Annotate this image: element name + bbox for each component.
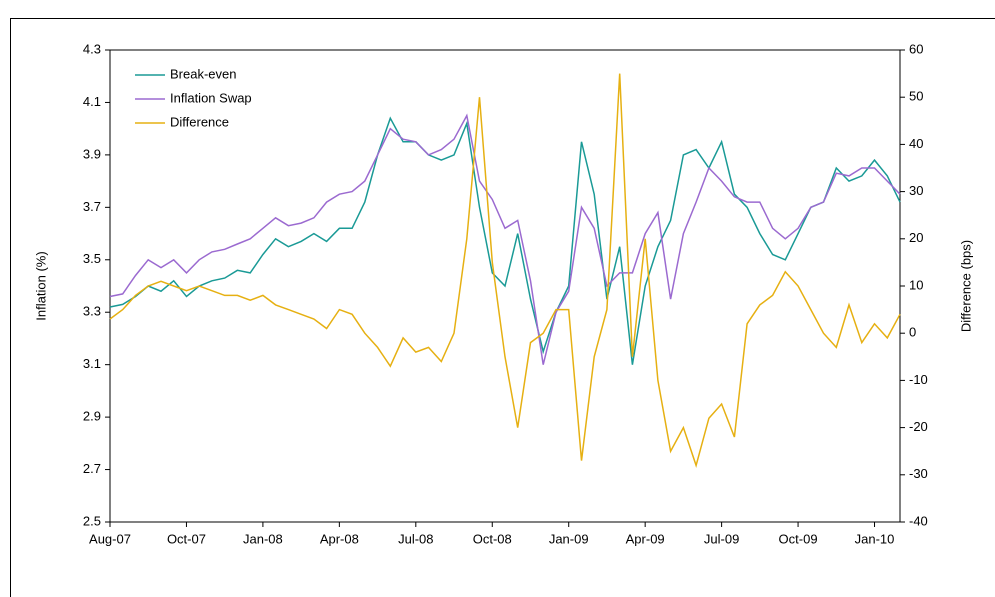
chart-frame: [10, 18, 995, 597]
x-tick-label: Oct-07: [167, 531, 206, 546]
legend-label: Inflation Swap: [170, 90, 252, 105]
y-tick-label: 3.1: [83, 356, 101, 371]
legend-label: Break-even: [170, 66, 236, 81]
y2-axis-label: Difference (bps): [958, 240, 973, 332]
y-tick-label: 4.3: [83, 41, 101, 56]
series-line: [109, 73, 901, 468]
y2-tick-label: 20: [909, 230, 923, 245]
y-tick-label: 4.1: [83, 94, 101, 109]
y2-tick-label: -40: [909, 513, 928, 528]
x-tick-label: Jul-09: [704, 531, 739, 546]
y2-tick-label: 40: [909, 136, 923, 151]
series-line: [109, 113, 901, 365]
legend-label: Difference: [170, 114, 229, 129]
y-tick-label: 3.7: [83, 199, 101, 214]
y-tick-label: 3.3: [83, 304, 101, 319]
x-tick-label: Apr-09: [626, 531, 665, 546]
y2-tick-label: 50: [909, 89, 923, 104]
y-axis-label: Inflation (%): [33, 251, 48, 320]
y-tick-label: 3.5: [83, 251, 101, 266]
x-tick-label: Jan-10: [855, 531, 895, 546]
series-line: [109, 116, 901, 365]
x-tick-label: Jan-08: [243, 531, 283, 546]
y2-tick-label: 60: [909, 41, 923, 56]
x-tick-label: Aug-07: [89, 531, 131, 546]
y2-tick-label: -30: [909, 466, 928, 481]
y2-tick-label: 30: [909, 183, 923, 198]
y2-tick-label: 10: [909, 277, 923, 292]
x-tick-label: Apr-08: [320, 531, 359, 546]
y-tick-label: 2.5: [83, 513, 101, 528]
y2-tick-label: -10: [909, 372, 928, 387]
x-tick-label: Oct-09: [779, 531, 818, 546]
y-tick-label: 3.9: [83, 146, 101, 161]
x-tick-label: Oct-08: [473, 531, 512, 546]
x-tick-label: Jan-09: [549, 531, 589, 546]
y2-tick-label: -20: [909, 419, 928, 434]
x-tick-label: Jul-08: [398, 531, 433, 546]
y2-tick-label: 0: [909, 325, 916, 340]
y-tick-label: 2.9: [83, 409, 101, 424]
y-tick-label: 2.7: [83, 461, 101, 476]
